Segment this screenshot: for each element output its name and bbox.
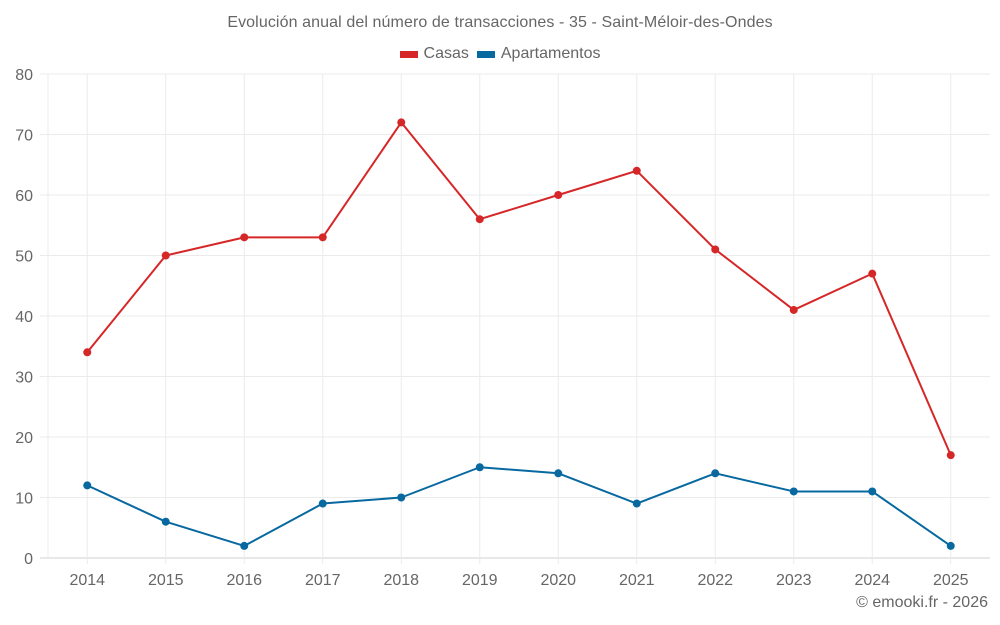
y-tick-label: 30: [15, 370, 33, 387]
legend-swatch-apartamentos: [476, 50, 495, 58]
legend-item-casas[interactable]: Casas: [399, 45, 469, 63]
x-tick-label: 2017: [305, 572, 341, 589]
legend-item-apartamentos[interactable]: Apartamentos: [476, 45, 601, 63]
data-point-apartamentos[interactable]: [946, 541, 955, 550]
data-point-apartamentos[interactable]: [632, 499, 641, 508]
x-tick-label: 2021: [619, 572, 655, 589]
y-tick-label: 70: [15, 128, 33, 145]
grid: [40, 73, 990, 564]
data-point-apartamentos[interactable]: [161, 517, 170, 526]
data-point-casas[interactable]: [632, 166, 641, 175]
x-tick-label: 2015: [148, 572, 184, 589]
y-tick-label: 20: [15, 430, 33, 447]
x-tick-label: 2018: [383, 572, 419, 589]
data-point-apartamentos[interactable]: [83, 481, 92, 490]
series-line-apartamentos: [86, 466, 952, 547]
y-tick-label: 50: [15, 249, 33, 266]
y-tick-label: 40: [15, 309, 33, 326]
data-point-casas[interactable]: [868, 269, 877, 278]
x-tick-label: 2024: [854, 572, 890, 589]
y-tick-label: 80: [15, 67, 33, 84]
series-group: [83, 118, 955, 550]
data-point-apartamentos[interactable]: [397, 493, 406, 502]
legend-label-casas: Casas: [423, 45, 469, 62]
x-tick-label: 2023: [776, 572, 812, 589]
x-tick-label: 2016: [226, 572, 262, 589]
chart-legend: Casas Apartamentos: [0, 45, 1000, 63]
data-point-apartamentos[interactable]: [868, 487, 877, 496]
data-point-casas[interactable]: [789, 305, 798, 314]
data-point-casas[interactable]: [711, 245, 720, 254]
legend-label-apartamentos: Apartamentos: [500, 45, 601, 62]
x-axis: 2014 2015 2016 2017 2018 2019 2020 2021 2022 2023…: [69, 572, 968, 589]
data-point-casas[interactable]: [554, 191, 563, 199]
x-tick-label: 2014: [69, 572, 105, 589]
data-point-casas[interactable]: [83, 348, 92, 357]
y-tick-label: 10: [15, 491, 33, 508]
legend-swatch-casas: [399, 50, 418, 58]
data-point-casas[interactable]: [475, 215, 484, 224]
data-point-casas[interactable]: [161, 251, 170, 260]
data-point-casas[interactable]: [318, 233, 327, 242]
x-tick-label: 2022: [697, 572, 733, 589]
x-tick-label: 2020: [540, 572, 576, 589]
copyright-credit: © emooki.fr - 2026: [856, 594, 988, 611]
x-tick-label: 2019: [462, 572, 498, 589]
data-point-apartamentos[interactable]: [554, 469, 563, 478]
x-tick-label: 2025: [933, 572, 969, 589]
series-line-casas: [86, 121, 952, 456]
series-apartamentos: [83, 463, 955, 550]
data-point-casas[interactable]: [397, 118, 406, 127]
y-tick-label: 0: [24, 551, 33, 568]
data-point-casas[interactable]: [240, 233, 249, 242]
chart-title: Evolución anual del número de transaccio…: [227, 14, 773, 31]
series-casas: [83, 118, 955, 460]
data-point-apartamentos[interactable]: [240, 541, 249, 550]
data-point-casas[interactable]: [946, 451, 955, 460]
data-point-apartamentos[interactable]: [711, 469, 720, 478]
data-point-apartamentos[interactable]: [789, 487, 798, 496]
data-point-apartamentos[interactable]: [318, 499, 327, 508]
y-tick-label: 60: [15, 188, 33, 205]
y-axis: 0 10 20 30 40 50 60 70 80: [15, 67, 33, 568]
data-point-apartamentos[interactable]: [475, 463, 484, 472]
